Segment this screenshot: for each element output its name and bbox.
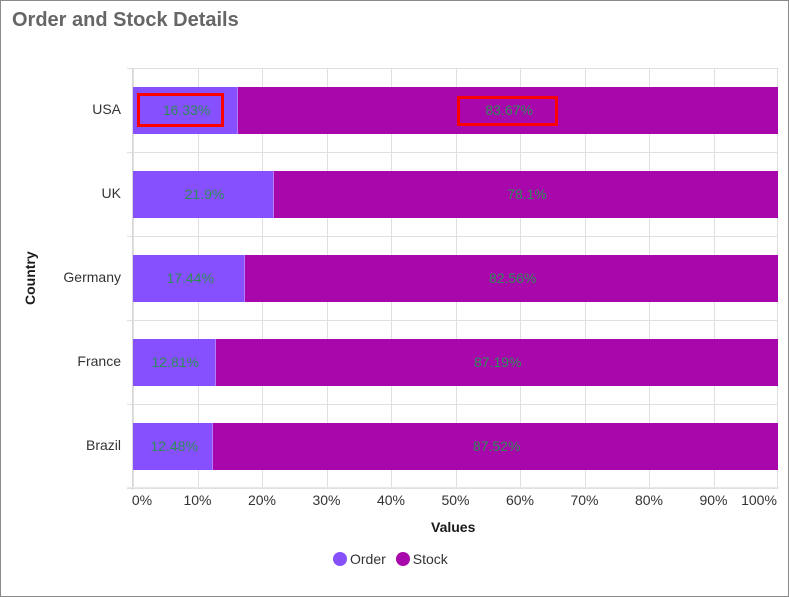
- chart-title: Order and Stock Details: [12, 9, 239, 31]
- horizontal-gridline: [127, 68, 778, 69]
- bar-segment-stock[interactable]: 78.1%: [274, 170, 778, 218]
- y-axis-label-usa: USA: [92, 101, 121, 117]
- legend-item-stock[interactable]: Stock: [395, 551, 448, 567]
- data-label-order: 16.33%: [162, 102, 211, 118]
- horizontal-gridline: [127, 320, 778, 321]
- x-axis-tick-label: 0%: [131, 492, 153, 508]
- x-axis-tick-label: 30%: [312, 492, 341, 508]
- data-label-stock: 87.19%: [473, 354, 522, 370]
- bar-segment-order[interactable]: 17.44%: [133, 254, 246, 302]
- bar-row-germany: 17.44% 82.56%: [133, 254, 778, 302]
- bar-segment-stock[interactable]: 87.19%: [215, 338, 778, 386]
- bar-segment-stock[interactable]: 82.56%: [245, 254, 778, 302]
- bar-segment-order[interactable]: 21.9%: [133, 170, 275, 218]
- horizontal-gridline: [127, 152, 778, 153]
- plot-area: 16.33% 83.67% 21.9% 78.1% 17.44% 82.56% 12.81%…: [127, 68, 778, 489]
- x-axis-tick-label: 50%: [441, 492, 470, 508]
- bar-row-brazil: 12.48% 87.52%: [133, 422, 778, 470]
- x-axis-title: Values: [431, 519, 476, 535]
- highlight-box-usa-stock: [457, 96, 558, 126]
- x-axis-tick-label: 70%: [570, 492, 599, 508]
- bar-row-france: 12.81% 87.19%: [133, 338, 778, 386]
- y-axis-title: Country: [22, 251, 38, 305]
- bar-segment-order[interactable]: 12.81%: [133, 338, 216, 386]
- data-label-stock: 82.56%: [488, 270, 537, 286]
- data-label-order: 12.81%: [151, 354, 199, 370]
- horizontal-gridline: [127, 236, 778, 237]
- legend-label-stock: Stock: [412, 551, 448, 567]
- bar-segment-order[interactable]: 12.48%: [133, 422, 214, 470]
- bar-row-usa: 16.33% 83.67%: [133, 86, 778, 134]
- y-axis-label-france: France: [77, 353, 121, 369]
- y-axis-label-brazil: Brazil: [85, 437, 121, 453]
- stock-marker-icon: [395, 552, 410, 566]
- x-axis-tick-label: 20%: [247, 492, 277, 508]
- x-axis-tick-label: 100%: [741, 492, 777, 508]
- order-marker-icon: [333, 552, 347, 566]
- x-axis-line: [127, 487, 779, 488]
- data-label-order: 21.9%: [184, 186, 225, 202]
- data-label-stock: 83.67%: [485, 102, 533, 118]
- legend-label-order: Order: [350, 551, 386, 567]
- data-label-stock: 87.52%: [472, 438, 521, 454]
- y-axis-label-uk: UK: [101, 185, 121, 201]
- legend: Order Stock: [333, 551, 458, 567]
- y-axis-label-germany: Germany: [63, 269, 121, 285]
- bar-segment-stock[interactable]: 87.52%: [213, 422, 778, 470]
- horizontal-gridline: [127, 488, 778, 489]
- x-axis-tick-label: 10%: [183, 492, 212, 508]
- x-axis-tick-label: 60%: [505, 492, 535, 508]
- legend-item-order[interactable]: Order: [333, 551, 386, 567]
- bar-row-uk: 21.9% 78.1%: [133, 170, 778, 218]
- highlight-box-usa-order: [137, 93, 224, 127]
- data-label-order: 12.48%: [150, 438, 198, 454]
- x-axis-tick-label: 90%: [699, 492, 728, 508]
- data-label-order: 17.44%: [166, 270, 214, 286]
- data-label-stock: 78.1%: [507, 186, 547, 202]
- x-axis-tick-label: 40%: [376, 492, 406, 508]
- horizontal-gridline: [127, 404, 778, 405]
- y-axis-line: [132, 68, 133, 490]
- x-axis-tick-label: 80%: [634, 492, 664, 508]
